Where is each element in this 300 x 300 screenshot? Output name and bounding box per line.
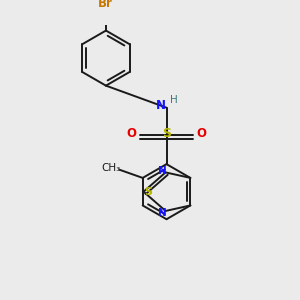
Text: N: N (158, 166, 166, 176)
Text: CH₃: CH₃ (101, 163, 121, 173)
Text: O: O (197, 127, 207, 140)
Text: H: H (170, 95, 178, 105)
Text: Br: Br (98, 0, 112, 10)
Text: N: N (158, 208, 166, 218)
Text: S: S (144, 187, 152, 197)
Text: O: O (126, 127, 136, 140)
Text: N: N (156, 99, 166, 112)
Text: S: S (162, 127, 171, 140)
